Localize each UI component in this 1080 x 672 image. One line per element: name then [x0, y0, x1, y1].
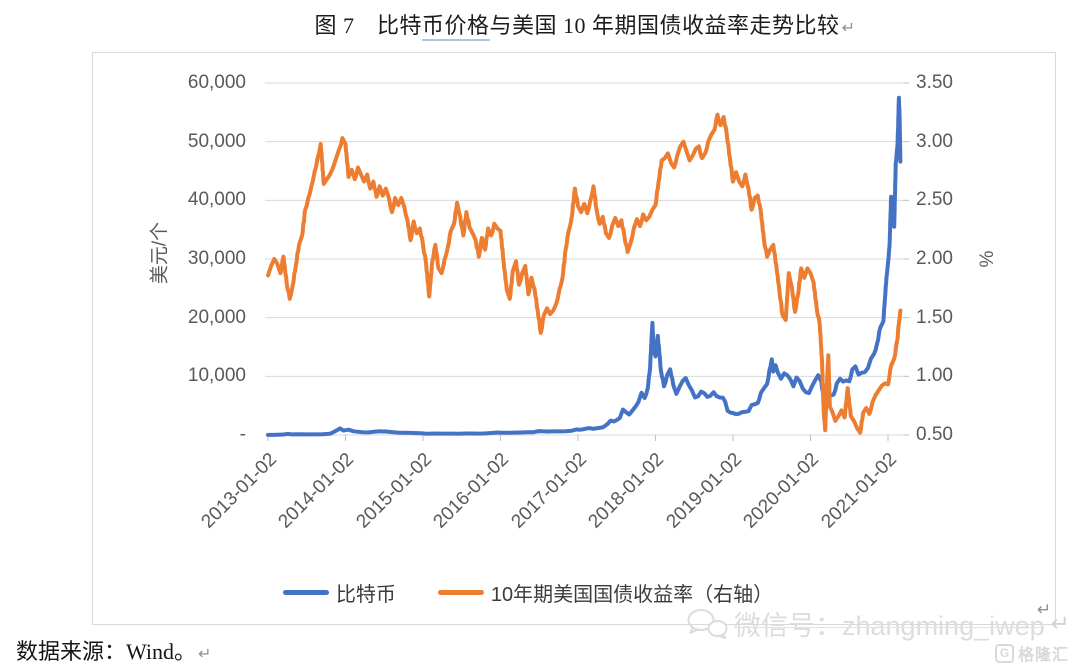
paragraph-mark-icon: ↵ [1050, 610, 1070, 636]
chart-legend: 比特币 10年期美国国债收益率（右轴） [92, 578, 1054, 607]
right-axis-tick-label: 2.00 [916, 248, 953, 269]
data-source-text: 数据来源：Wind。 [16, 639, 196, 664]
paragraph-mark-icon: ↵ [198, 644, 212, 663]
left-axis-tick-label: 30,000 [187, 248, 246, 269]
watermark-text: 微信号：zhangming_iwep [734, 611, 1045, 641]
legend-item-treasury-yield: 10年期美国国债收益率（右轴） [437, 578, 774, 607]
gelonghui-logo-icon: G [995, 643, 1014, 663]
gelonghui-logo-text: 格隆汇 [1018, 647, 1070, 664]
legend-label-treasury-yield: 10年期美国国债收益率（右轴） [490, 584, 774, 606]
legend-label-bitcoin: 比特币 [335, 584, 396, 606]
left-axis-title: 美元/个 [149, 221, 171, 285]
left-axis-tick-label: - [239, 424, 246, 445]
right-axis-tick-label: 1.50 [916, 306, 953, 328]
right-axis-title: % [977, 250, 998, 268]
right-axis-tick-label: 0.50 [916, 424, 953, 445]
legend-item-bitcoin: 比特币 [282, 578, 396, 607]
paragraph-mark-icon: ↵ [841, 18, 856, 37]
bitcoin-line-swatch [282, 590, 329, 595]
figure-title-underlined-text: 币价格 [422, 13, 490, 41]
figure-title-text-tail: 与美国 10 年期国债收益率走势比较 [489, 13, 840, 38]
right-axis-tick-label: 3.50 [916, 72, 953, 93]
right-axis-tick-label: 1.00 [916, 365, 953, 387]
wechat-icon [687, 608, 728, 639]
left-axis-tick-label: 60,000 [187, 72, 246, 93]
left-axis-tick-label: 10,000 [187, 365, 246, 387]
gelonghui-logo: G 格隆汇 [995, 641, 1069, 665]
left-axis-tick-label: 20,000 [187, 306, 246, 328]
figure-title: 图 7 比特币价格与美国 10 年期国债收益率走势比较 ↵ [0, 8, 1080, 41]
data-source-note: 数据来源：Wind。 ↵ [16, 634, 211, 666]
wechat-watermark: 微信号：zhangming_iwep ↵ [686, 604, 1070, 643]
right-axis-tick-label: 3.00 [916, 130, 953, 152]
treasury-yield-line-swatch [437, 590, 484, 595]
left-axis-tick-label: 50,000 [187, 130, 246, 152]
left-axis-tick-label: 40,000 [187, 189, 246, 211]
figure-title-text: 图 7 比特 [314, 13, 423, 38]
paragraph-mark-icon: ↵ [1037, 600, 1052, 619]
right-axis-tick-label: 2.50 [916, 189, 953, 211]
